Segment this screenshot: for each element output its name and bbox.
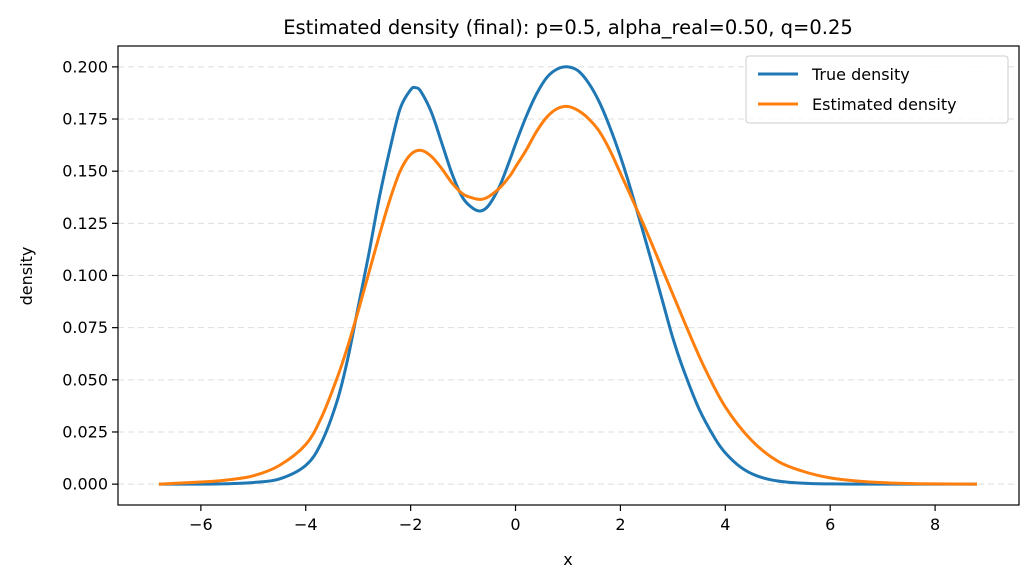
y-tick-label: 0.025	[62, 422, 108, 441]
gridlines	[118, 66, 1019, 485]
y-tick-label: 0.125	[62, 214, 108, 233]
y-tick-label: 0.200	[62, 57, 108, 76]
x-axis-ticks: −6 −4 −2 0 2 4 6 8	[189, 505, 940, 534]
legend-box	[745, 55, 1009, 124]
y-tick-label: 0.050	[62, 370, 108, 389]
x-tick-label: 4	[720, 515, 730, 534]
series-lines	[158, 65, 978, 486]
x-tick-label: 6	[825, 515, 835, 534]
x-tick-label: 0	[510, 515, 520, 534]
x-tick-label: −2	[399, 515, 423, 534]
x-tick-label: 2	[615, 515, 625, 534]
chart-title: Estimated density (final): p=0.5, alpha_…	[283, 16, 853, 39]
y-tick-label: 0.150	[62, 162, 108, 181]
y-tick-label: 0.000	[62, 475, 108, 494]
y-axis-label: density	[17, 247, 36, 306]
y-axis-ticks: 0.000 0.025 0.050 0.075 0.100 0.125 0.150 0.175…	[62, 57, 118, 494]
x-tick-label: 8	[930, 515, 940, 534]
estimated-density-line	[158, 104, 978, 486]
x-tick-label: −6	[189, 515, 213, 534]
y-tick-label: 0.175	[62, 110, 108, 129]
legend: True density Estimated density	[745, 55, 1009, 124]
y-tick-label: 0.100	[62, 266, 108, 285]
y-tick-label: 0.075	[62, 318, 108, 337]
legend-label-estimated-density: Estimated density	[812, 95, 957, 114]
legend-label-true-density: True density	[811, 65, 910, 84]
x-tick-label: −4	[294, 515, 318, 534]
x-axis-label: x	[563, 550, 572, 569]
